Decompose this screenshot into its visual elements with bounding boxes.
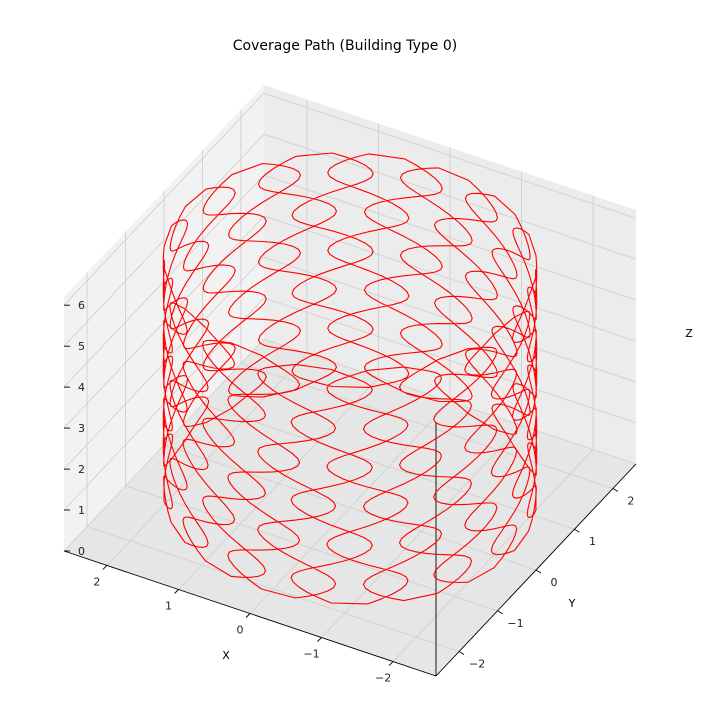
- grid-y-floor: [202, 403, 575, 530]
- y-tick-mark: [574, 528, 580, 533]
- x-tick-label: −2: [375, 672, 391, 685]
- coverage-path-line: [162, 152, 538, 605]
- grid-z-wall-y: [263, 215, 637, 342]
- y-tick-label: 0: [551, 576, 558, 589]
- grid-y-floor: [240, 363, 614, 489]
- y-tick-mark: [458, 651, 465, 655]
- z-tick-label: 2: [78, 463, 85, 476]
- x-tick-mark: [317, 637, 322, 642]
- z-tick-label: 5: [78, 340, 85, 353]
- grid-y-floor: [86, 526, 460, 652]
- x-tick-mark: [388, 661, 394, 666]
- z-tick-label: 6: [78, 299, 85, 312]
- x-tick-label: 2: [93, 575, 100, 588]
- grid-z-wall-x: [63, 92, 265, 306]
- y-axis-label: Y: [568, 597, 576, 610]
- tick-labels: −2 −1 0 1 2 −2 −1 0 1 2 0 1 2 3 4 5 6: [64, 299, 634, 685]
- y-tick-mark: [612, 488, 619, 492]
- y-tick-label: −2: [469, 658, 485, 671]
- z-tick-label: 1: [78, 504, 85, 517]
- grid-y-floor: [163, 444, 537, 571]
- x-tick-label: −1: [303, 648, 319, 661]
- coverage-path: [162, 152, 538, 605]
- grid-z-wall-x: [63, 133, 265, 347]
- z-tick-label: 0: [78, 545, 85, 558]
- x-tick-mark: [245, 613, 251, 618]
- x-tick-label: 1: [165, 600, 172, 613]
- x-tick-mark: [102, 565, 108, 570]
- x-axis-label: X: [222, 649, 230, 662]
- chart-title: Coverage Path (Building Type 0): [233, 38, 457, 54]
- z-tick-label: 3: [78, 422, 85, 435]
- y-tick-mark: [535, 569, 542, 574]
- y-tick-label: 1: [589, 535, 596, 548]
- grid-z-wall-y: [263, 133, 637, 260]
- y-tick-label: 2: [627, 495, 634, 508]
- z-tick-label: 4: [78, 381, 85, 394]
- x-tick-label: 0: [237, 624, 244, 637]
- grid-z-wall-y: [263, 297, 637, 424]
- x-tick-mark: [174, 589, 179, 594]
- grid-z-wall-y: [263, 174, 637, 301]
- grid-z-wall-y: [263, 92, 637, 219]
- z-axis-label: Z: [685, 327, 693, 340]
- y-tick-label: −1: [507, 617, 523, 630]
- y-tick-mark: [497, 610, 503, 615]
